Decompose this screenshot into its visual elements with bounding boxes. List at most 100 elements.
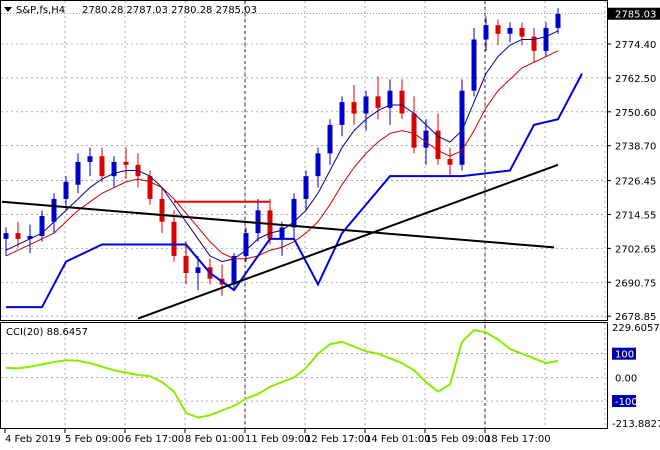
time-tick-label: 14 Feb 01:00 — [365, 434, 431, 445]
moving-average-slow — [5, 50, 559, 260]
cci-line — [5, 328, 559, 419]
candle — [399, 79, 405, 120]
candle — [291, 193, 297, 239]
candle — [195, 255, 201, 291]
candle-body — [339, 102, 345, 125]
candle-body — [363, 96, 369, 114]
time-tick-label: 6 Feb 17:00 — [125, 434, 184, 445]
candle-body — [243, 233, 249, 256]
candle-body — [531, 36, 537, 51]
candle-body — [279, 227, 285, 239]
candle-body — [411, 113, 417, 148]
candle-body — [555, 13, 561, 29]
indicator-lines — [1, 13, 607, 320]
price-tick-label: 2774.40 — [615, 40, 656, 51]
candle — [63, 176, 69, 211]
candle-body — [51, 198, 57, 222]
candle — [339, 96, 345, 137]
candle-body — [111, 161, 117, 177]
candle — [303, 170, 309, 211]
candle-body — [75, 161, 81, 185]
candle-body — [435, 130, 441, 160]
dropdown-triangle-icon[interactable] — [4, 7, 12, 12]
time-tick-label: 18 Feb 17:00 — [485, 434, 551, 445]
cci-level-label: -100 — [615, 397, 638, 408]
candle-body — [459, 90, 465, 165]
candle-body — [495, 25, 501, 34]
candle — [543, 22, 549, 57]
candle-body — [147, 176, 153, 199]
candle-body — [39, 216, 45, 236]
candle — [327, 119, 333, 165]
price-tick-label: 2678.85 — [615, 312, 656, 323]
candle-body — [471, 39, 477, 91]
current-price-label: 2785.03 — [615, 10, 656, 21]
candle-body — [159, 198, 165, 222]
candle-body — [543, 28, 549, 51]
candle — [351, 85, 357, 125]
cci-level-badge — [612, 347, 636, 360]
time-tick-label: 15 Feb 09:00 — [425, 434, 491, 445]
candle — [315, 147, 321, 188]
candle-body — [15, 233, 21, 239]
cci-axis: 229.6057 100 0.00 -100 -213.8827 — [612, 323, 660, 430]
candle-body — [351, 102, 357, 114]
candle-body — [387, 90, 393, 108]
candle-body — [123, 161, 129, 165]
candle — [99, 147, 105, 182]
trailing-stop-line — [6, 73, 583, 309]
candle — [111, 156, 117, 188]
candle — [255, 198, 261, 242]
candle-body — [519, 28, 525, 37]
candle-body — [315, 153, 321, 177]
cci-panel-frame — [0, 322, 608, 429]
candle-body — [291, 198, 297, 228]
candle — [363, 90, 369, 131]
candle — [387, 79, 393, 125]
candle-body — [447, 159, 453, 165]
candle — [183, 241, 189, 285]
candle — [171, 210, 177, 262]
candle-body — [375, 96, 381, 108]
candle-body — [183, 255, 189, 274]
candle — [39, 210, 45, 242]
candle-body — [87, 156, 93, 162]
candle — [375, 76, 381, 120]
cci-max-label: 229.6057 — [612, 323, 660, 334]
candle — [483, 16, 489, 51]
candle — [123, 147, 129, 180]
candle-body — [63, 181, 69, 199]
cci-series — [5, 328, 559, 419]
candle-body — [255, 210, 261, 234]
price-tick-label: 2726.45 — [615, 177, 656, 188]
candle — [3, 227, 9, 256]
candle — [15, 221, 21, 248]
candle-body — [171, 221, 177, 256]
candle-body — [483, 25, 489, 40]
price-tick-label: 2750.60 — [615, 108, 656, 119]
cci-level-label: 100 — [615, 350, 634, 361]
candle — [51, 193, 57, 234]
ohlc-readout: 2780.28 2787.03 2780.28 2785.03 — [82, 5, 257, 16]
price-tick-label: 2762.50 — [615, 74, 656, 85]
vertical-separators — [244, 1, 486, 428]
candle — [495, 19, 501, 46]
cci-min-label: -213.8827 — [612, 419, 660, 430]
candle-body — [27, 235, 33, 239]
price-tick-label: 2738.70 — [615, 142, 656, 153]
candle — [87, 147, 93, 177]
time-tick-label: 5 Feb 09:00 — [65, 434, 124, 445]
candle-body — [303, 176, 309, 199]
candle — [555, 8, 561, 34]
candle-body — [507, 28, 513, 34]
moving-average-fast — [5, 30, 559, 263]
cci-level-badge — [612, 395, 636, 408]
time-tick-label: 4 Feb 2019 — [5, 434, 61, 445]
candle — [75, 153, 81, 194]
cci-label: CCI(20) 88.6457 — [6, 327, 88, 338]
candle — [447, 147, 453, 177]
price-axis: 2774.40 2762.50 2750.60 2738.70 2726.45 2714.… — [607, 7, 660, 323]
candle-body — [99, 156, 105, 177]
candle — [435, 113, 441, 165]
